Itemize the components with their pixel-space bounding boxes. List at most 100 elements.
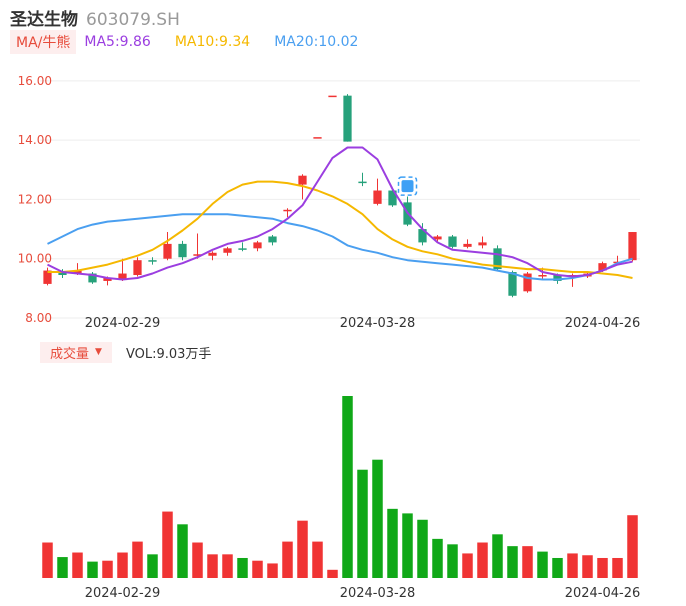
volume-bar: [237, 557, 248, 578]
candle: [523, 272, 532, 293]
candle-body: [508, 272, 517, 296]
candle-body: [628, 232, 637, 261]
candle: [328, 95, 337, 98]
volume-bar: [462, 553, 473, 578]
volume-bar: [267, 563, 278, 578]
x-tick-label: 2024-02-29: [85, 316, 161, 331]
candle-body: [463, 243, 472, 247]
candle-body: [388, 190, 397, 206]
stock-code: 603079.SH: [86, 10, 180, 30]
candle: [208, 251, 217, 261]
volume-bar: [57, 557, 68, 578]
y-tick-label: 10.00: [18, 252, 52, 266]
info-icon: [401, 180, 414, 193]
candle-body: [43, 270, 52, 284]
ma20-line: [47, 213, 633, 281]
volume-bar: [357, 469, 368, 578]
candle: [313, 137, 322, 139]
volume-indicator-tag[interactable]: 成交量 ▼: [40, 341, 112, 363]
volume-bar: [522, 546, 533, 578]
candle: [133, 257, 142, 277]
caret-down-icon: ▼: [95, 347, 102, 357]
candle-body: [88, 273, 97, 283]
candle-body: [163, 243, 172, 259]
volume-bar: [147, 554, 158, 578]
candle-body: [133, 260, 142, 276]
candle-body: [283, 209, 292, 212]
candlestick-series: [43, 94, 637, 298]
candle-body: [298, 175, 307, 185]
volume-series: [42, 396, 638, 578]
candle: [418, 223, 427, 246]
candle: [358, 172, 367, 187]
candle-body: [58, 272, 67, 276]
price-grid: [40, 80, 640, 319]
candle-body: [553, 275, 562, 281]
volume-bar: [72, 552, 83, 578]
candle-body: [343, 95, 352, 142]
y-tick-label: 12.00: [18, 192, 52, 206]
candle-body: [523, 273, 532, 292]
y-tick-label: 16.00: [18, 74, 52, 88]
volume-bar: [222, 554, 233, 578]
candle-body: [538, 275, 547, 277]
volume-bar: [207, 554, 218, 578]
candle-body: [493, 248, 502, 270]
volume-bar: [327, 569, 338, 578]
candle-body: [313, 137, 322, 139]
volume-bar: [612, 557, 623, 578]
volume-bar: [582, 555, 593, 578]
candle-body: [118, 273, 127, 280]
candle-body: [268, 236, 277, 243]
x-tick-label: 2024-02-29: [85, 586, 161, 601]
candle: [223, 246, 232, 256]
volume-bar: [477, 542, 488, 578]
candle: [238, 242, 247, 252]
volume-bar: [87, 561, 98, 578]
x-tick-label: 2024-03-28: [340, 316, 416, 331]
volume-bar: [342, 396, 353, 578]
candle: [253, 240, 262, 252]
volume-bar: [537, 551, 548, 578]
volume-bar: [387, 508, 398, 578]
candle: [58, 269, 67, 278]
volume-bar: [417, 519, 428, 578]
candle: [478, 236, 487, 249]
candle-body: [208, 252, 217, 256]
candle: [163, 232, 172, 261]
candle: [178, 240, 187, 261]
candle: [148, 257, 157, 265]
ma20-label: MA20:10.02: [274, 34, 359, 50]
ma-indicator-tag[interactable]: MA/牛熊: [10, 30, 77, 54]
volume-bar: [447, 544, 458, 578]
volume-bar: [282, 541, 293, 578]
volume-bar: [372, 459, 383, 578]
volume-bar: [507, 546, 518, 578]
ma10-line: [47, 180, 633, 279]
candle-body: [103, 277, 112, 281]
candle: [283, 208, 292, 218]
candle-body: [478, 242, 487, 246]
volume-bar: [402, 513, 413, 578]
candle: [508, 270, 517, 298]
volume-bar: [42, 542, 53, 578]
x-tick-label: 2024-04-26: [565, 586, 641, 601]
annotation-marker: [397, 176, 418, 196]
ma5-label: MA5:9.86: [84, 34, 151, 50]
header: 圣达生物 603079.SH: [10, 5, 180, 30]
ma5-line: [47, 146, 633, 281]
volume-tag-label: 成交量: [50, 346, 90, 362]
volume-bar: [162, 511, 173, 578]
volume-bar: [312, 541, 323, 578]
candle-body: [418, 229, 427, 243]
y-tick-label: 8.00: [25, 311, 52, 325]
volume-bar: [192, 542, 203, 578]
candle: [193, 233, 202, 259]
candle-body: [358, 181, 367, 184]
candle-body: [433, 236, 442, 240]
candle: [388, 189, 397, 207]
candle: [373, 178, 382, 206]
candle: [343, 94, 352, 142]
ma-legend: MA/牛熊 MA5:9.86 MA10:9.34 MA20:10.02: [10, 30, 382, 54]
